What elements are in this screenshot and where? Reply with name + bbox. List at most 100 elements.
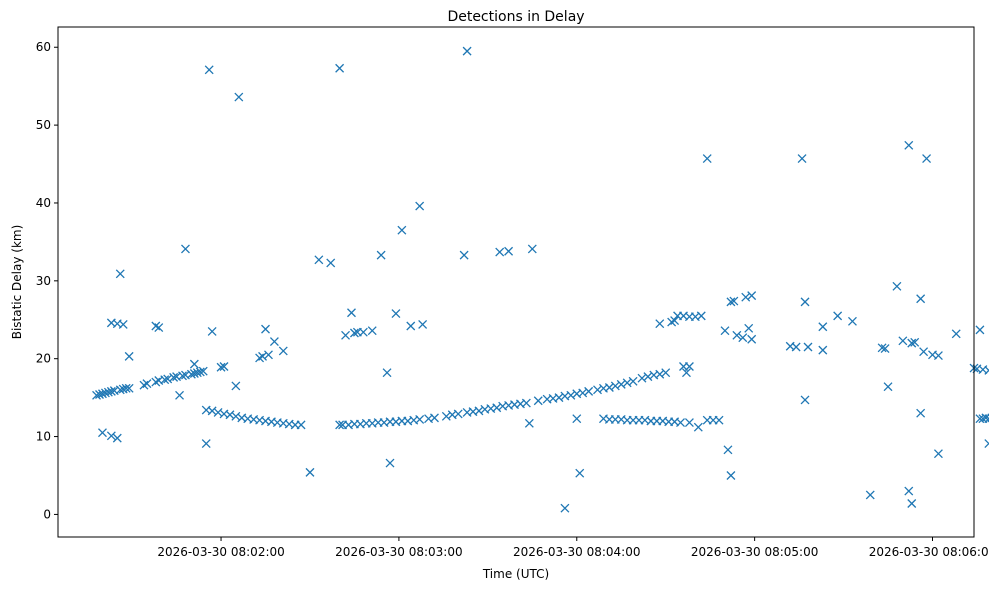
detection-marker [397,225,407,235]
y-tick-label: 10 [36,430,51,444]
detection-marker [726,471,736,480]
detection-marker [616,379,626,389]
detection-marker [100,388,110,398]
detection-marker [984,365,989,375]
detection-marker [892,281,902,291]
detection-marker [693,422,703,432]
detection-marker [560,503,570,513]
detection-marker [106,386,116,396]
detection-marker [106,431,116,441]
detection-marker [951,329,961,339]
detection-marker [367,326,377,336]
detection-marker [744,323,754,333]
detection-marker [738,333,748,343]
x-tick-label: 2026-03-30 08:03:00 [335,545,462,559]
detection-marker [335,420,345,430]
detection-marker [726,297,736,307]
detection-marker [195,367,205,377]
detection-marker [655,319,665,329]
detection-marker [622,378,632,388]
detection-marker [684,418,694,428]
detection-marker [169,372,179,382]
detection-marker [916,294,926,304]
detection-marker [904,486,914,496]
detection-marker [604,383,614,392]
detection-marker [382,368,392,378]
detection-marker [933,449,943,459]
detection-marker [916,408,926,418]
detection-marker [492,403,502,413]
detection-marker [335,63,345,73]
detection-marker [696,311,706,321]
detection-marker [103,387,113,397]
detection-marker [933,351,943,361]
detection-marker [430,413,439,423]
detection-marker [883,382,893,392]
detection-marker [92,390,101,400]
detection-marker [121,383,131,393]
detection-marker [566,390,576,400]
detection-marker [264,350,273,360]
detection-marker [975,325,985,335]
detection-marker [584,386,594,396]
detection-marker [572,414,582,424]
detection-marker [684,362,694,371]
plot-background [58,27,974,537]
detection-marker [797,154,807,164]
detection-marker [474,406,484,416]
detection-marker [385,458,395,468]
x-axis-ticks: 2026-03-30 08:02:00 2026-03-30 08:03:00 20… [157,537,989,559]
detection-marker [163,374,173,384]
detection-marker [142,379,152,389]
detection-marker [720,326,730,336]
detection-marker [189,359,199,369]
detection-marker [418,319,428,329]
detection-marker [702,154,712,164]
detection-marker [118,319,128,329]
detection-marker [524,418,534,428]
detection-marker [349,328,359,338]
detection-marker [818,345,828,355]
detection-marker [278,346,288,356]
detection-marker [112,433,122,443]
detection-marker [643,372,653,382]
detection-marker [391,309,401,318]
x-tick-label: 2026-03-30 08:02:00 [157,545,284,559]
detection-marker [732,330,742,340]
detection-marker [98,389,107,399]
x-tick-label: 2026-03-30 08:06:00 [869,545,989,559]
detection-marker [181,244,190,254]
detection-marker [554,393,564,403]
detection-marker [326,258,336,268]
detection-marker [453,409,463,419]
detection-marker [803,342,813,352]
detection-marker [681,368,691,378]
detection-marker [865,490,875,500]
detection-marker [880,344,890,354]
detection-marker [527,244,537,254]
detection-marker [441,411,451,421]
detection-marker [904,140,914,150]
detection-marker [919,347,929,357]
detection-marker [459,250,469,260]
detection-marker [225,410,235,420]
detection-marker [213,407,223,417]
y-tick-label: 30 [36,274,51,288]
detection-marker [575,468,585,478]
detection-marker [124,351,134,361]
detection-marker [231,411,241,421]
detection-marker [910,337,920,347]
plot-frame [57,26,975,538]
y-tick-label: 20 [36,352,51,366]
detection-marker [637,373,647,383]
detection-marker [922,154,932,164]
detection-marker [504,246,514,256]
detection-marker [533,396,543,406]
detection-marker [231,381,241,391]
detection-marker [415,414,425,424]
y-axis-title: Bistatic Delay (km) [10,225,24,340]
detection-marker [670,316,680,326]
detection-marker [907,499,917,508]
y-axis-ticks: 0 10 20 30 40 50 60 [36,40,58,521]
